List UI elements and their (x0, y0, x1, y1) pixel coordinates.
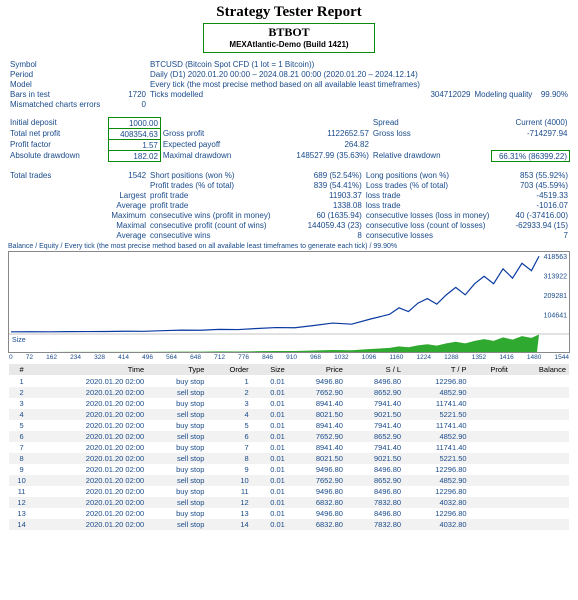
server-name: MEXAtlantic-Demo (Build 1421) (204, 40, 374, 49)
table-row: 62020.01.20 02:00sell stop60.017652.9086… (9, 431, 569, 442)
svg-text:Size: Size (12, 337, 26, 344)
table-row: 82020.01.20 02:00sell stop80.018021.5090… (9, 453, 569, 464)
chart-caption: Balance / Equity / Every tick (the most … (8, 243, 570, 250)
svg-text:209281: 209281 (544, 293, 567, 300)
table-row: 112020.01.20 02:00buy stop110.019496.808… (9, 486, 569, 497)
detail-stats: Total trades1542Short positions (won %)6… (8, 170, 570, 240)
table-row: 22020.01.20 02:00sell stop20.017652.9086… (9, 387, 569, 398)
svg-text:418563: 418563 (544, 254, 567, 261)
table-row: 42020.01.20 02:00sell stop40.018021.5090… (9, 409, 569, 420)
svg-text:104641: 104641 (544, 313, 567, 320)
table-row: 102020.01.20 02:00sell stop100.017652.90… (9, 475, 569, 486)
table-row: 142020.01.20 02:00sell stop140.016832.80… (9, 519, 569, 530)
svg-text:313922: 313922 (544, 274, 567, 281)
chart-x-axis: 0721622343284144965646487127768469109681… (9, 353, 569, 362)
trades-header-row: #TimeTypeOrderSizePriceS / LT / PProfitB… (9, 364, 569, 376)
table-row: 92020.01.20 02:00buy stop90.019496.80849… (9, 464, 569, 475)
metric-stats: Initial deposit1000.00SpreadCurrent (400… (8, 117, 570, 162)
equity-chart: 418563 313922 209281 104641 Size (8, 251, 570, 353)
report-title: Strategy Tester Report (8, 4, 570, 21)
table-row: 132020.01.20 02:00buy stop130.019496.808… (9, 508, 569, 519)
table-row: 52020.01.20 02:00buy stop50.018941.40794… (9, 420, 569, 431)
bot-box: BTBOT MEXAtlantic-Demo (Build 1421) (203, 23, 375, 53)
table-row: 72020.01.20 02:00buy stop70.018941.40794… (9, 442, 569, 453)
header-stats: SymbolBTCUSD (Bitcoin Spot CFD (1 lot = … (8, 59, 570, 109)
trades-table: #TimeTypeOrderSizePriceS / LT / PProfitB… (9, 364, 569, 530)
table-row: 12020.01.20 02:00buy stop10.019496.80849… (9, 376, 569, 388)
table-row: 122020.01.20 02:00sell stop120.016832.80… (9, 497, 569, 508)
table-row: 32020.01.20 02:00buy stop30.018941.40794… (9, 398, 569, 409)
bot-name: BTBOT (204, 25, 374, 40)
